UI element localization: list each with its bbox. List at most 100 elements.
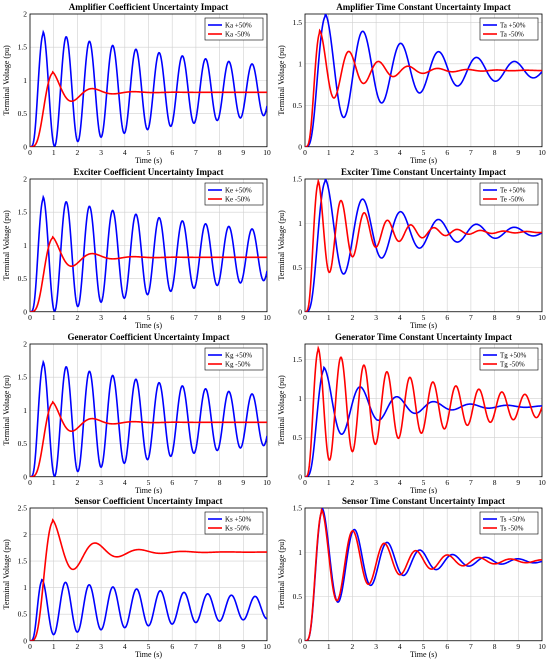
x-tick-label: 4 xyxy=(123,313,127,322)
x-tick-label: 1 xyxy=(327,148,331,157)
x-tick-label: 6 xyxy=(445,477,449,486)
chart-title: Amplifier Time Constant Uncertainty Impa… xyxy=(336,2,511,12)
x-tick-label: 1 xyxy=(52,477,56,486)
x-tick-label: 5 xyxy=(422,477,426,486)
legend-label: Kg -50% xyxy=(225,360,251,368)
x-tick-label: 8 xyxy=(493,477,497,486)
y-tick-label: 0.5 xyxy=(293,433,303,442)
chart-svg: Sensor Coefficient Uncertainty Impact 0 1 2… xyxy=(2,496,271,659)
legend-label: Ks +50% xyxy=(225,516,251,524)
x-tick-label: 6 xyxy=(170,148,174,157)
chart-svg: Exciter Coefficient Uncertainty Impact 0 1… xyxy=(2,167,271,330)
x-tick-label: 3 xyxy=(99,477,103,486)
y-axis-label: Terminal Voltage (pu) xyxy=(2,539,11,610)
series-line-2 xyxy=(305,178,542,312)
x-tick-label: 4 xyxy=(123,642,127,651)
chart-svg: Amplifier Coefficient Uncertainty Impact… xyxy=(2,2,271,165)
x-tick-label: 10 xyxy=(538,477,546,486)
x-tick-label: 6 xyxy=(170,642,174,651)
plot-frame xyxy=(304,507,543,642)
x-tick-label: 9 xyxy=(516,477,520,486)
x-tick-label: 3 xyxy=(99,642,103,651)
x-tick-label: 1 xyxy=(52,148,56,157)
x-tick-label: 8 xyxy=(493,642,497,651)
x-tick-label: 6 xyxy=(445,642,449,651)
series-line-1 xyxy=(305,178,542,312)
series-line-1 xyxy=(305,14,542,147)
series-line-2 xyxy=(305,508,542,641)
x-tick-label: 10 xyxy=(538,642,546,651)
x-tick-label: 10 xyxy=(263,477,271,486)
plot-frame xyxy=(304,13,543,148)
x-tick-label: 2 xyxy=(76,313,80,322)
x-axis-label: Time (s) xyxy=(410,321,437,330)
y-axis-label: Terminal Voltage (pu) xyxy=(277,374,286,445)
plot-frame xyxy=(304,178,543,312)
chart-title: Exciter Time Constant Uncertainty Impact xyxy=(341,167,506,177)
y-tick-label: 1 xyxy=(298,394,302,403)
chart-panel-3: Exciter Coefficient Uncertainty Impact 0 1… xyxy=(0,165,275,330)
x-tick-label: 4 xyxy=(398,313,402,322)
x-tick-label: 5 xyxy=(147,477,151,486)
x-tick-label: 7 xyxy=(469,148,473,157)
x-tick-label: 4 xyxy=(398,642,402,651)
y-tick-label: 1.5 xyxy=(18,372,28,381)
y-tick-label: 0 xyxy=(23,307,27,316)
legend-label: Ts -50% xyxy=(500,525,524,533)
x-axis-label: Time (s) xyxy=(135,156,162,165)
x-tick-label: 0 xyxy=(303,642,307,651)
chart-svg: Amplifier Time Constant Uncertainty Impa… xyxy=(277,2,546,165)
chart-panel-5: Generator Coefficient Uncertainty Impact… xyxy=(0,330,275,495)
plot-frame xyxy=(29,507,268,642)
series-line-2 xyxy=(30,518,267,641)
x-tick-label: 5 xyxy=(422,642,426,651)
legend-label: Ke -50% xyxy=(225,195,250,203)
x-tick-label: 4 xyxy=(123,148,127,157)
series-line-1 xyxy=(305,365,542,477)
legend-label: Ta +50% xyxy=(500,22,526,30)
series-line-2 xyxy=(30,70,267,147)
x-tick-label: 2 xyxy=(351,313,355,322)
legend-label: Tg -50% xyxy=(500,360,525,368)
y-tick-label: 1 xyxy=(23,405,27,414)
x-axis-label: Time (s) xyxy=(410,156,437,165)
x-tick-label: 7 xyxy=(194,642,198,651)
series-line-2 xyxy=(30,235,267,312)
x-tick-label: 8 xyxy=(218,148,222,157)
chart-svg: Generator Coefficient Uncertainty Impact… xyxy=(2,332,271,495)
legend-label: Tg +50% xyxy=(500,351,526,359)
y-tick-label: 1 xyxy=(298,219,302,228)
x-tick-label: 4 xyxy=(123,477,127,486)
legend-label: Ka -50% xyxy=(225,31,250,39)
x-tick-label: 9 xyxy=(516,313,520,322)
x-tick-label: 4 xyxy=(398,148,402,157)
x-axis-label: Time (s) xyxy=(135,650,162,659)
series-line-1 xyxy=(305,508,542,641)
x-tick-label: 9 xyxy=(516,642,520,651)
series-line-2 xyxy=(305,28,542,147)
plot-frame xyxy=(29,178,268,312)
chart-panel-2: Amplifier Time Constant Uncertainty Impa… xyxy=(275,0,550,165)
x-tick-label: 0 xyxy=(28,148,32,157)
x-tick-label: 1 xyxy=(327,313,331,322)
y-tick-label: 0.5 xyxy=(18,274,28,283)
x-tick-label: 2 xyxy=(351,642,355,651)
legend-label: Ta -50% xyxy=(500,31,524,39)
x-tick-label: 8 xyxy=(493,148,497,157)
x-tick-label: 7 xyxy=(469,477,473,486)
y-tick-label: 0.5 xyxy=(18,610,28,619)
chart-svg: Exciter Time Constant Uncertainty Impact… xyxy=(277,167,546,330)
y-tick-label: 0 xyxy=(298,637,302,646)
chart-panel-6: Generator Time Constant Uncertainty Impa… xyxy=(275,330,550,495)
series-line-1 xyxy=(30,578,267,641)
legend-label: Te +50% xyxy=(500,186,526,194)
y-tick-label: 1 xyxy=(298,59,302,68)
legend-label: Ke +50% xyxy=(225,186,252,194)
x-tick-label: 8 xyxy=(218,642,222,651)
y-tick-label: 1.5 xyxy=(293,18,303,27)
chart-title: Amplifier Coefficient Uncertainty Impact xyxy=(69,2,229,12)
x-tick-label: 8 xyxy=(218,313,222,322)
chart-svg: Generator Time Constant Uncertainty Impa… xyxy=(277,332,546,495)
series-line-2 xyxy=(305,344,542,477)
y-tick-label: 0 xyxy=(298,307,302,316)
